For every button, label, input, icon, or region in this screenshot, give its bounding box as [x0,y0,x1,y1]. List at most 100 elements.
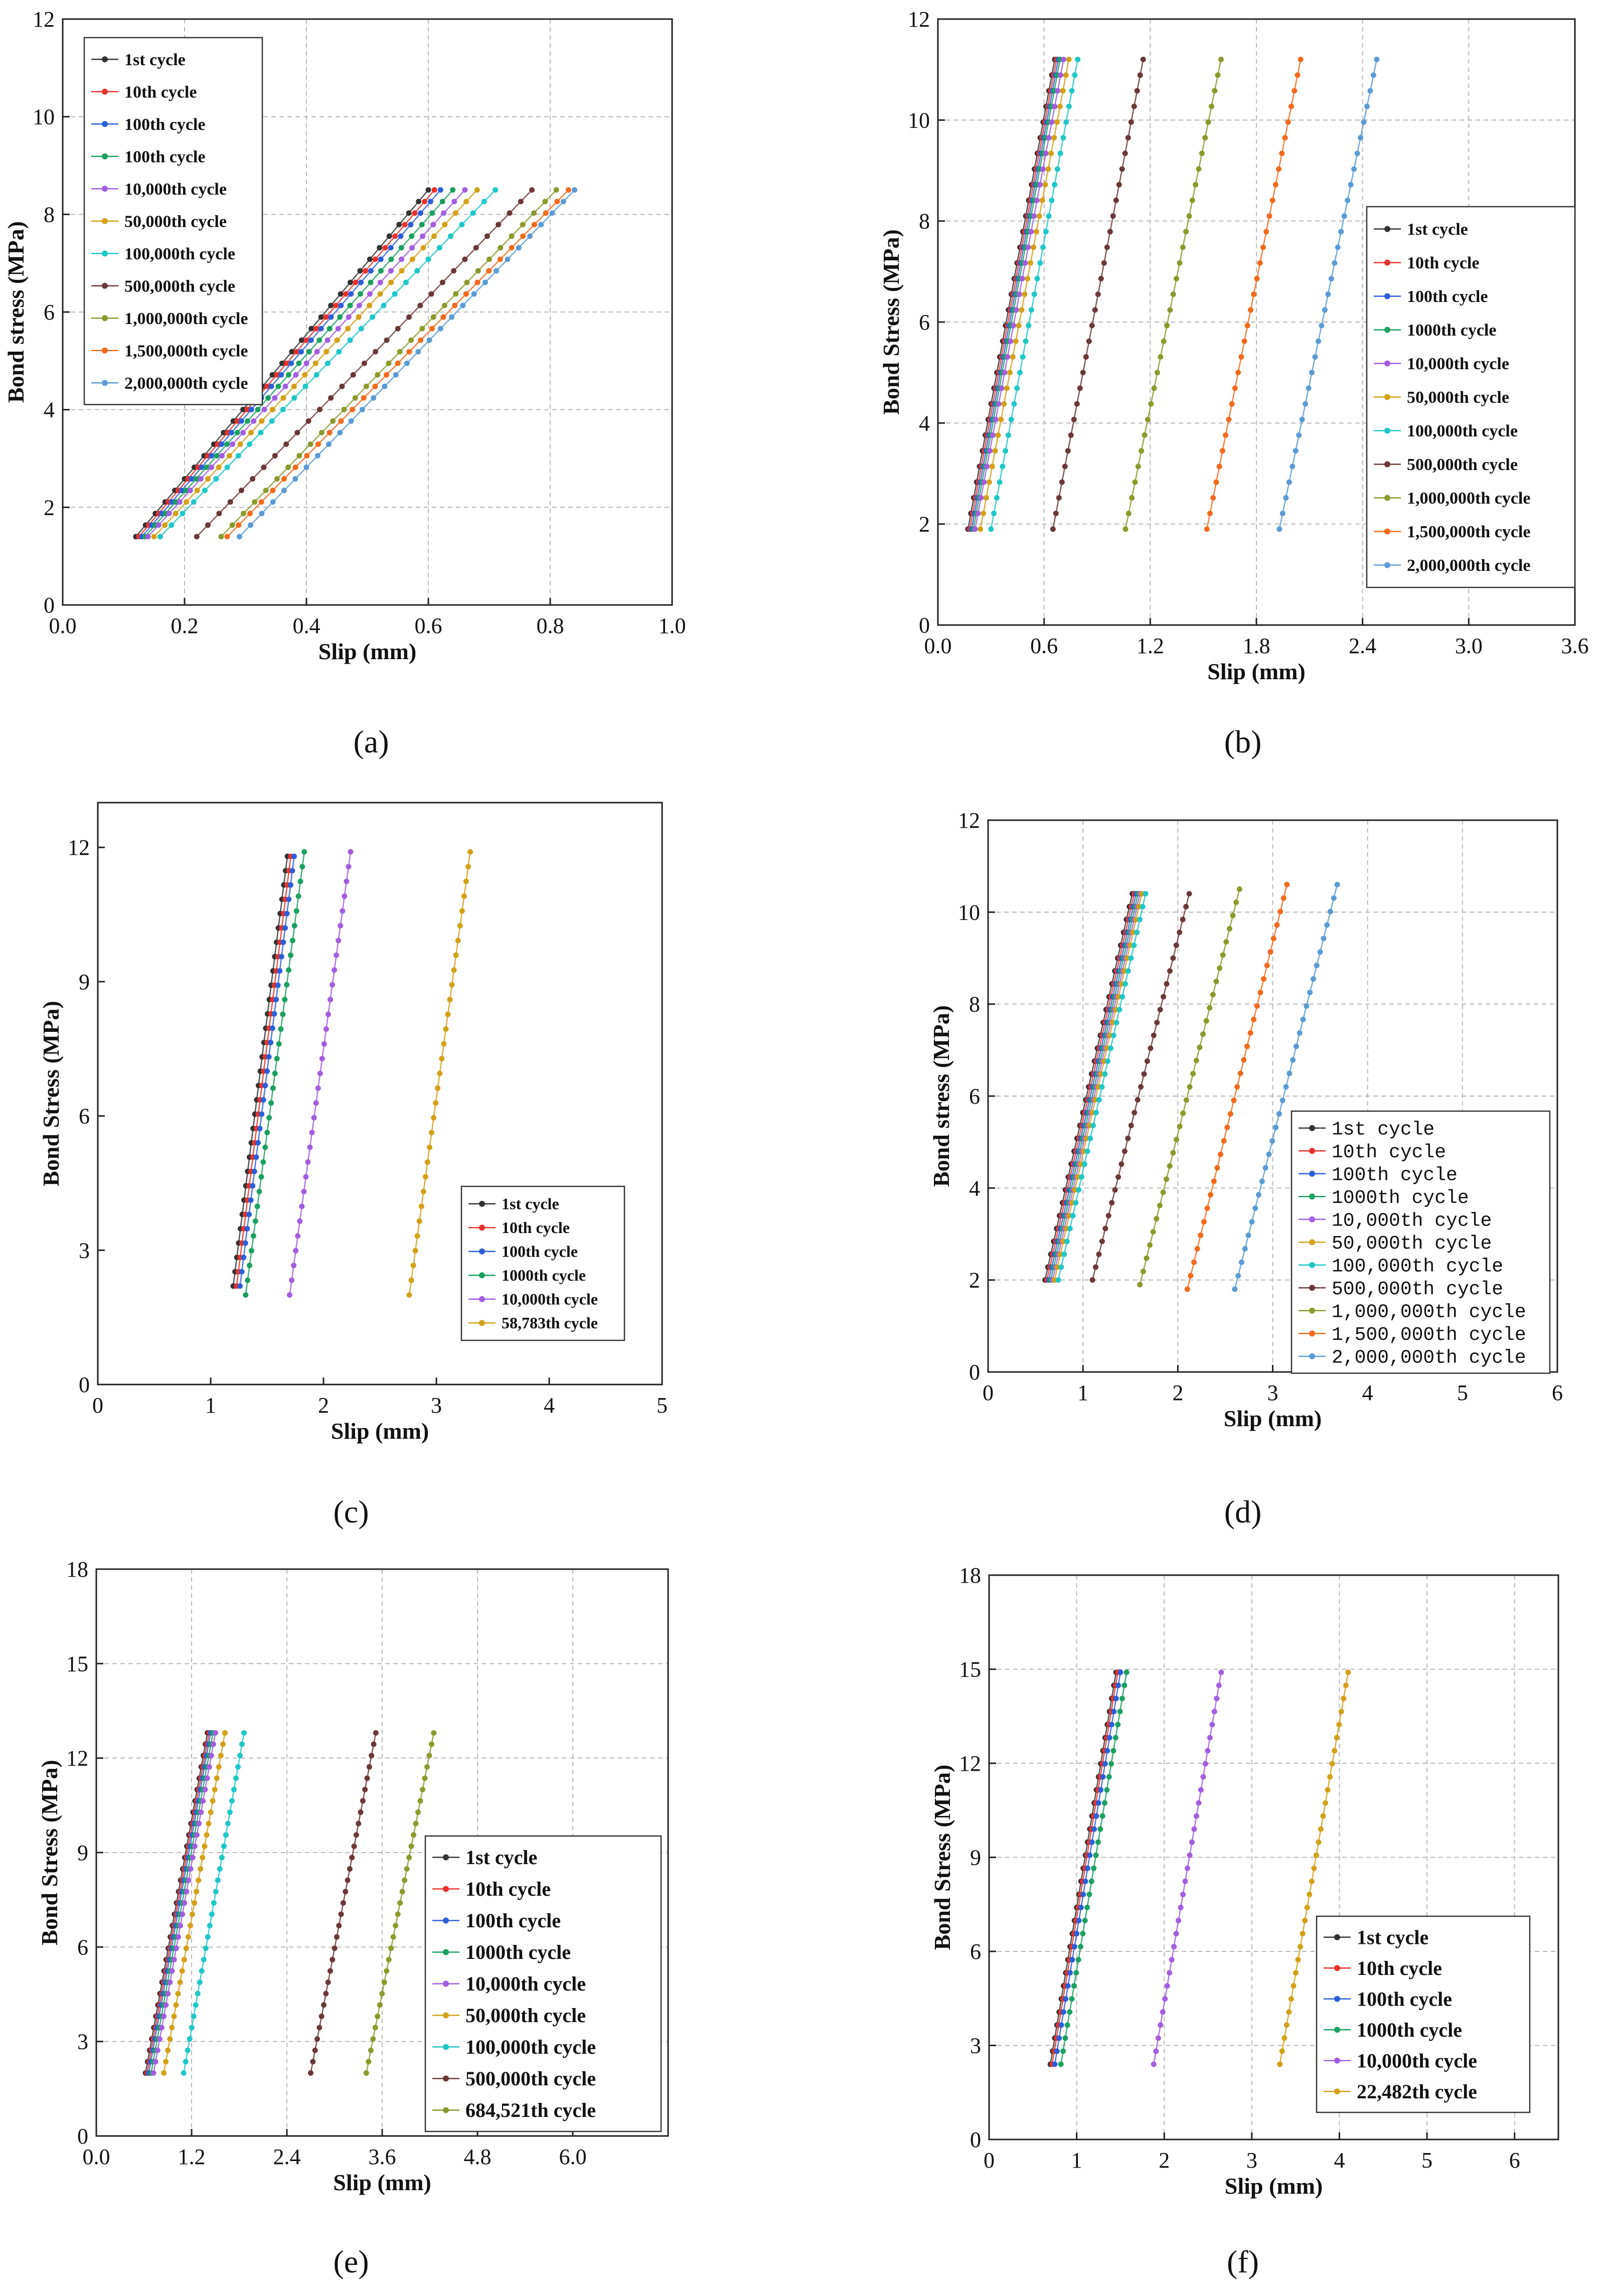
data-point [1232,385,1238,391]
data-point [237,441,243,447]
data-point [531,222,537,228]
data-point [217,1866,223,1872]
data-point [224,465,230,471]
data-point [1144,1058,1150,1064]
data-point [263,488,269,494]
data-point [1170,955,1176,961]
data-point [1077,385,1083,391]
data-point [1311,1865,1317,1871]
x-tick-label: 0.0 [83,2145,110,2169]
data-point [1037,260,1043,266]
data-point [190,1855,196,1861]
data-point [1199,150,1205,157]
legend-label: 10th cycle [1357,1957,1442,1979]
data-point [1191,1826,1197,1832]
data-point [1227,1111,1233,1117]
data-point [1321,936,1327,942]
data-point [1358,135,1364,141]
data-point [996,401,1002,407]
data-point [248,429,254,435]
data-point [1259,1178,1265,1184]
data-point [1252,1205,1258,1211]
data-point [1034,197,1040,203]
chart-panel-b: 0.0 0.6 1.2 1.8 2.4 3.0 3.6 0 2 4 6 8 10 12 Slip (mm) B… [878,7,1589,759]
data-point [1080,1891,1086,1897]
legend-swatch-marker [1309,1239,1315,1246]
data-point [549,210,555,216]
data-point [406,1855,412,1861]
data-point [459,222,465,228]
data-point [1101,1800,1107,1806]
data-point [269,406,275,412]
data-point [1127,942,1133,948]
data-point [543,210,549,216]
data-point [211,1900,217,1906]
x-tick-label: 0.4 [293,614,320,638]
data-point [200,1798,206,1804]
data-point [1254,1003,1260,1009]
series-10 [1204,57,1304,532]
data-point [1245,1232,1251,1238]
data-point [1277,908,1283,914]
data-point [1053,511,1059,517]
data-point [1064,2022,1070,2028]
data-point [424,1764,430,1770]
data-point [992,448,998,454]
data-point [993,416,999,422]
legend-swatch-marker [1384,360,1390,367]
data-point [216,511,222,517]
series-6 [151,187,480,540]
data-point [262,1083,268,1089]
data-point [1205,119,1211,125]
data-point [213,1889,219,1895]
data-point [1231,1098,1237,1104]
data-point [1063,72,1069,78]
legend-label: 10th cycle [124,83,197,101]
data-point [202,1786,208,1792]
chart-panel-e: 0.0 1.2 2.4 3.6 4.8 6.0 0 3 6 9 12 15 18 Slip (mm) Bon… [37,1557,669,2279]
data-point [338,291,344,297]
data-point [1121,1682,1128,1689]
x-axis-label: Slip (mm) [1224,1406,1322,1431]
data-point [216,465,222,471]
data-point [1102,1761,1108,1767]
data-point [350,406,356,412]
series-5 [150,1730,218,2076]
data-point [1098,275,1104,281]
data-point [318,2013,325,2019]
data-point [247,1263,253,1269]
data-point [1216,464,1222,470]
data-point [1167,968,1173,974]
legend-label: 100,000th cycle [124,245,235,263]
legend-swatch-marker [1384,327,1390,333]
data-point [1307,989,1313,995]
legend-label: 1st cycle [124,51,186,69]
series-8 [1050,57,1146,532]
data-point [1086,1123,1092,1129]
data-point [377,279,383,285]
data-point [348,291,354,297]
x-tick-label: 1 [1077,1381,1088,1405]
y-tick-label: 3 [77,2030,88,2054]
data-point [989,464,995,470]
data-point [1150,1229,1156,1235]
legend-swatch-marker [1334,1934,1340,1940]
data-point [325,1979,331,1985]
data-point [251,418,257,424]
data-point [386,233,392,239]
data-point [377,2002,383,2008]
data-point [995,432,1001,438]
data-point [1066,57,1072,63]
data-point [278,1026,284,1032]
data-point [425,187,431,193]
data-point [305,1159,311,1165]
data-point [169,2025,175,2031]
data-point [461,893,467,899]
legend-swatch-marker [479,1320,485,1326]
data-point [338,418,344,424]
data-point [1193,1813,1199,1819]
data-point [1196,166,1202,172]
data-point [1161,338,1167,344]
